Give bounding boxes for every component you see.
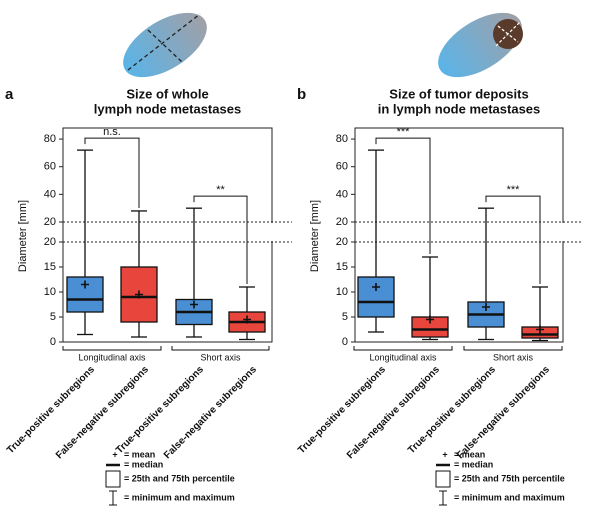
group-bracket (353, 346, 453, 351)
key-box (105, 470, 121, 488)
y-tick-label: 20 (336, 216, 348, 228)
significance-label: ** (216, 184, 225, 196)
y-tick-label: 40 (44, 188, 56, 200)
significance-bracket (84, 137, 140, 208)
y-tick-label: 20 (44, 216, 56, 228)
axis-break (64, 223, 275, 241)
mean-marker (81, 280, 89, 289)
x-tick-label: False-negative subregions (455, 364, 552, 461)
y-tick-label: 10 (44, 286, 56, 298)
significance-label: *** (397, 126, 411, 138)
key-label: = median (454, 459, 493, 469)
group-label: Longitudinal axis (369, 352, 437, 362)
x-tick-label: True-positive subregions (5, 364, 97, 456)
mean-marker (372, 283, 380, 291)
box (66, 276, 104, 313)
key-whisker (439, 490, 447, 506)
chart-title: in lymph node metastases (378, 101, 541, 116)
key-whisker (109, 490, 117, 506)
significance-label: *** (507, 184, 521, 196)
y-axis-label: Diameter [mm] (17, 200, 29, 272)
significance-label: n.s. (103, 126, 121, 138)
group-label: Longitudinal axis (78, 352, 146, 362)
icon-deposit (438, 12, 523, 78)
y-tick-label: 15 (336, 261, 348, 273)
x-tick-label: True-positive subregions (114, 364, 206, 456)
y-tick-label: 15 (44, 261, 56, 273)
key-label: = minimum and maximum (124, 492, 235, 502)
mean-marker (243, 315, 251, 324)
key-label: = 25th and 75th percentile (454, 473, 565, 483)
group-label: Short axis (493, 352, 534, 362)
significance-bracket (375, 137, 431, 254)
x-tick-label: False-negative subregions (162, 364, 259, 461)
group-label: Short axis (200, 352, 241, 362)
y-tick-label: 5 (342, 311, 348, 323)
chart-title: lymph node metastases (94, 101, 241, 116)
group-bracket (171, 346, 270, 351)
y-tick-label: 5 (50, 311, 56, 323)
y-tick-label: 80 (44, 133, 56, 145)
mean-marker (536, 325, 544, 334)
significance-bracket (485, 195, 541, 284)
y-tick-label: 20 (336, 236, 348, 248)
y-tick-label: 60 (44, 161, 56, 173)
x-tick-label: False-negative subregions (345, 364, 442, 461)
key-symbol: + (442, 449, 447, 459)
key-label: = mean (124, 449, 155, 459)
group-bracket (463, 346, 563, 351)
panel-label: b (297, 86, 306, 103)
y-tick-label: 40 (336, 188, 348, 200)
chart-title: Size of tumor deposits (389, 86, 528, 101)
y-tick-label: 80 (336, 133, 348, 145)
panel-label: a (5, 86, 14, 103)
mean-marker (482, 303, 490, 311)
y-tick-label: 20 (44, 236, 56, 248)
y-tick-label: 60 (336, 161, 348, 173)
y-tick-label: 0 (50, 336, 56, 348)
key-label: = mean (454, 449, 485, 459)
key-symbol: + (112, 449, 117, 459)
mean-marker (426, 315, 434, 324)
key-label: = minimum and maximum (454, 492, 565, 502)
key-label: = median (124, 459, 163, 469)
significance-bracket (193, 195, 248, 284)
mean-marker (190, 300, 198, 309)
chart-title: Size of whole (126, 86, 208, 101)
mean-marker (135, 290, 143, 299)
y-axis-label: Diameter [mm] (309, 200, 321, 272)
key-label: = 25th and 75th percentile (124, 473, 235, 483)
axis-break (356, 223, 566, 241)
y-tick-label: 10 (336, 286, 348, 298)
group-bracket (62, 346, 162, 351)
x-tick-label: False-negative subregions (54, 364, 151, 461)
icon-whole (123, 12, 207, 78)
key-box (435, 470, 451, 488)
y-tick-label: 0 (342, 336, 348, 348)
x-tick-label: True-positive subregions (296, 364, 388, 456)
